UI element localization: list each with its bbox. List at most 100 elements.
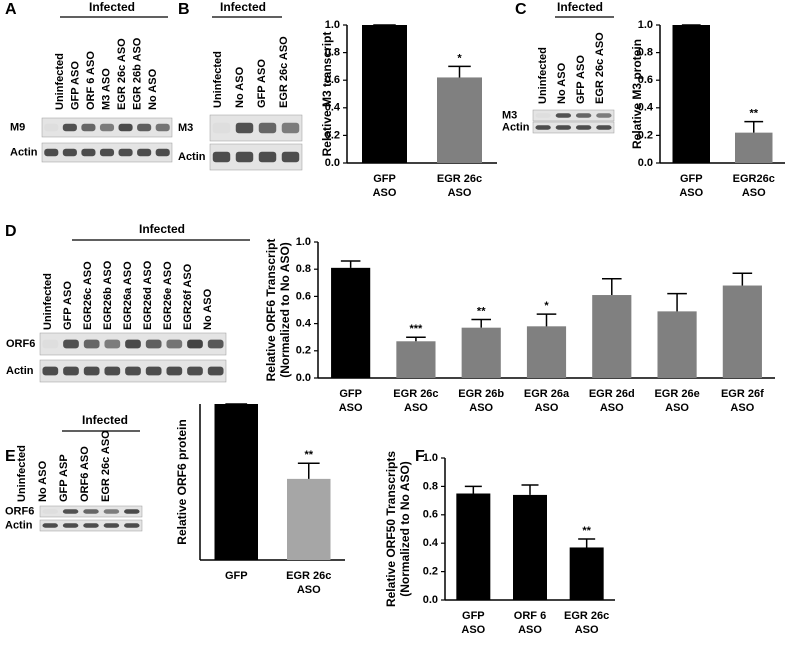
y-axis-label: (Normalized to No ASO): [278, 242, 292, 378]
y-tick-label: 0.0: [423, 594, 438, 606]
lane-label: GFP ASO: [256, 59, 268, 108]
error-bar: [521, 484, 539, 495]
row-label: M3: [178, 122, 193, 134]
lane-label: No ASO: [556, 62, 568, 104]
blot-band: [187, 366, 203, 376]
lane-label: Uninfected: [16, 445, 28, 502]
blot-band: [212, 151, 231, 163]
y-tick-label: 0.0: [325, 157, 340, 169]
lane-label: GFP ASO: [575, 55, 587, 104]
blot-band: [104, 366, 121, 376]
row-label: ORF6: [5, 505, 34, 517]
lane-label: EGR26f ASO: [182, 263, 194, 330]
lane-label: EGR 26b ASO: [131, 37, 143, 110]
panel-letter: F: [415, 448, 425, 465]
y-tick-label: 1.0: [423, 452, 438, 464]
error-bar: [464, 485, 482, 494]
row-label: M9: [10, 121, 25, 133]
y-tick-label: 0.6: [325, 74, 340, 86]
error-bar: [340, 260, 361, 268]
bar: [526, 326, 567, 378]
lane-label: No ASO: [147, 68, 159, 110]
y-axis-label: Relative ORF50 Transcripts: [384, 451, 398, 607]
blot-band: [596, 125, 612, 130]
blot-band: [145, 366, 162, 376]
error-bar: [667, 292, 687, 312]
x-tick-label: EGR 26c ASO: [564, 610, 609, 636]
blot-band: [63, 366, 79, 376]
bar: [331, 267, 371, 378]
y-tick-label: 0.6: [423, 509, 438, 521]
blot-band: [62, 123, 77, 132]
blot-band: [166, 339, 183, 349]
significance: *: [544, 300, 549, 312]
blot-header: Infected: [139, 222, 185, 236]
lane-label: No ASO: [234, 66, 246, 108]
y-tick-label: 1.0: [325, 19, 340, 31]
blot-band: [535, 113, 551, 118]
y-axis-label: Relative ORF6 protein: [175, 419, 189, 544]
error-bar: [744, 120, 764, 133]
y-axis-label: Relative M3 transcript: [320, 32, 334, 157]
y-tick-label: 0.2: [325, 129, 340, 141]
lane-label: Uninfected: [537, 47, 549, 104]
y-tick-label: 0.4: [296, 318, 312, 330]
bar: [214, 404, 258, 560]
blot-band: [235, 122, 254, 134]
blot-band: [62, 148, 77, 157]
blot-band: [81, 148, 96, 157]
y-axis-label: (Normalized to No ASO): [398, 461, 412, 597]
blot-band: [207, 366, 224, 376]
blot-band: [281, 151, 300, 163]
blot-header: Infected: [82, 413, 128, 427]
y-tick-label: 0.6: [296, 290, 311, 302]
significance: **: [749, 108, 758, 120]
blot-band: [83, 523, 99, 528]
x-tick-label: GFP ASO: [373, 173, 397, 199]
lane-label: EGR 26c ASO: [594, 32, 606, 104]
y-tick-label: 1.0: [638, 19, 653, 31]
x-tick-label: EGR 26d ASO: [589, 388, 635, 414]
blot-header: Infected: [89, 0, 135, 14]
panel-letter: B: [178, 1, 190, 18]
blot-band: [99, 148, 115, 157]
x-tick-label: EGR 26c ASO: [393, 388, 438, 414]
x-tick-label: GFP ASO: [339, 388, 363, 414]
blot-band: [124, 509, 140, 514]
blot-band: [155, 148, 170, 157]
blot-header: Infected: [557, 0, 603, 14]
lane-label: Uninfected: [54, 53, 66, 110]
y-tick-label: 0.6: [638, 74, 653, 86]
y-axis-label: Relative ORF6 Transcript: [264, 239, 278, 382]
blot-band: [137, 148, 152, 157]
y-tick-label: 0.4: [638, 102, 654, 114]
blot-band: [124, 523, 140, 528]
blot-band: [166, 366, 183, 376]
blot-band: [187, 339, 203, 349]
lane-label: GFP ASP: [58, 454, 70, 502]
bar: [437, 77, 482, 163]
blot-band: [62, 523, 79, 528]
blot-band: [83, 509, 99, 514]
blot-band: [281, 122, 300, 134]
error-bar: [536, 313, 557, 327]
y-tick-label: 0.8: [423, 480, 438, 492]
blot-band: [212, 122, 231, 134]
y-tick-label: 0.0: [296, 372, 311, 384]
blot-band: [137, 123, 152, 132]
significance: *: [457, 52, 462, 64]
blot-band: [596, 113, 612, 118]
significance: **: [582, 525, 591, 537]
y-tick-label: 0.4: [423, 537, 439, 549]
error-bar: [297, 462, 320, 479]
x-tick-label: EGR 26c ASO: [437, 173, 482, 199]
lane-label: M3 ASO: [100, 68, 112, 110]
blot-band: [125, 339, 141, 349]
blot-band: [258, 122, 277, 134]
blot-band: [42, 339, 59, 349]
blot-band: [42, 509, 58, 514]
blot-band: [575, 113, 592, 118]
y-tick-label: 0.0: [638, 157, 653, 169]
lane-label: EGR26b ASO: [102, 260, 114, 330]
x-tick-label: EGR 26f ASO: [721, 388, 764, 414]
